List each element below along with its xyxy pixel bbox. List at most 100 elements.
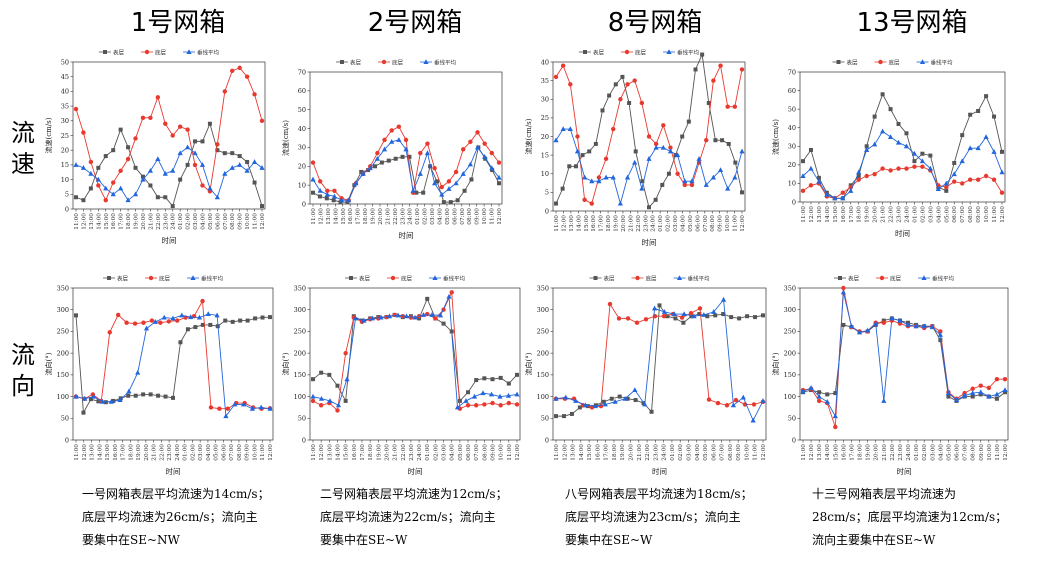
data-point <box>81 130 86 135</box>
data-point <box>896 122 901 126</box>
x-tick-label: 10:00 <box>482 208 488 225</box>
data-point <box>801 159 805 164</box>
x-tick-label: 01:00 <box>914 444 920 461</box>
data-point <box>661 314 667 319</box>
data-point <box>425 141 430 146</box>
x-tick-label: 24:00 <box>651 215 657 232</box>
data-point <box>951 171 957 177</box>
data-point <box>448 200 453 205</box>
data-point <box>170 133 175 138</box>
data-point <box>574 148 581 154</box>
x-tick-label: 09:00 <box>238 213 244 230</box>
data-point <box>580 153 585 158</box>
series-line <box>802 93 1003 199</box>
x-tick-label: 12:00 <box>809 444 815 461</box>
series-surface <box>311 296 519 403</box>
y-tick-label: 0 <box>792 436 796 444</box>
data-point <box>125 156 131 162</box>
data-point <box>132 191 139 197</box>
data-point <box>96 399 101 404</box>
x-tick-label: 01:00 <box>912 206 918 223</box>
data-point <box>952 179 957 184</box>
data-point <box>935 186 941 191</box>
data-point <box>185 327 190 332</box>
data-point <box>424 150 431 156</box>
x-tick-label: 11:00 <box>260 444 266 461</box>
y-tick-label: 5 <box>545 189 549 197</box>
data-point <box>753 315 758 320</box>
x-tick-label: 03:00 <box>930 444 936 461</box>
data-point <box>808 385 814 390</box>
data-point <box>482 141 487 146</box>
data-point <box>653 197 658 202</box>
x-tick-label: 11:00 <box>733 215 739 232</box>
data-point <box>196 314 203 320</box>
x-tick-label: 03:00 <box>430 208 436 225</box>
data-point <box>360 171 366 176</box>
data-point <box>967 177 973 182</box>
data-point <box>920 164 925 169</box>
legend-marker <box>879 275 885 281</box>
x-tick-label: 20:00 <box>378 208 384 225</box>
data-point <box>627 100 632 105</box>
data-point <box>688 310 694 316</box>
y-axis-title: 流速(cm/s) <box>771 119 780 155</box>
data-point <box>465 403 471 408</box>
data-point <box>118 396 123 401</box>
data-point <box>927 165 933 171</box>
data-point <box>589 201 594 206</box>
plot-frame <box>799 287 1009 441</box>
data-point <box>498 403 503 408</box>
legend-marker <box>624 49 630 55</box>
data-point <box>800 188 806 194</box>
y-tick-label: 300 <box>784 306 796 314</box>
x-tick-label: 06:00 <box>215 213 221 230</box>
data-point <box>249 405 255 411</box>
data-point <box>244 167 250 173</box>
data-point <box>253 316 258 321</box>
x-tick-label: 02:00 <box>920 206 926 223</box>
x-tick-label: 04:00 <box>450 444 456 461</box>
x-tick-label: 23:00 <box>409 444 415 461</box>
data-point <box>953 397 960 403</box>
data-point <box>715 400 721 406</box>
data-point <box>696 156 702 161</box>
y-tick-label: 30 <box>61 117 69 125</box>
y-tick-label: 100 <box>57 393 69 401</box>
x-tick-label: 14:00 <box>825 206 831 223</box>
data-point <box>994 377 1000 382</box>
data-point <box>633 398 638 403</box>
x-tick-label: 19:00 <box>134 213 140 230</box>
series-mean <box>553 296 766 423</box>
data-point <box>192 162 198 168</box>
data-point <box>554 414 558 419</box>
x-tick-label: 04:00 <box>680 215 686 232</box>
data-point <box>163 121 168 126</box>
data-point <box>887 134 894 139</box>
data-point <box>207 185 213 191</box>
x-tick-label: 16:00 <box>841 444 847 461</box>
legend-label: 底层 <box>392 59 404 67</box>
series-line <box>75 122 263 207</box>
data-point <box>651 305 658 311</box>
legend-label: 垂线平均 <box>443 275 466 283</box>
x-tick-label: 22:00 <box>156 213 162 230</box>
data-point <box>750 417 756 423</box>
data-point <box>353 180 359 186</box>
data-point <box>563 394 569 400</box>
data-point <box>343 350 348 356</box>
data-point <box>718 63 723 68</box>
y-tick-label: 50 <box>298 415 306 423</box>
series-bottom <box>800 285 1008 430</box>
data-point <box>389 128 394 133</box>
x-tick-label: 18:00 <box>128 444 134 461</box>
legend-marker <box>921 275 927 280</box>
data-point <box>381 146 388 152</box>
y-tick-label: 150 <box>537 371 549 379</box>
data-point <box>395 312 401 318</box>
x-tick-label: 13:00 <box>326 208 332 225</box>
y-tick-label: 60 <box>298 87 306 95</box>
data-point <box>111 180 116 185</box>
data-point <box>911 150 918 156</box>
data-point <box>396 124 402 129</box>
